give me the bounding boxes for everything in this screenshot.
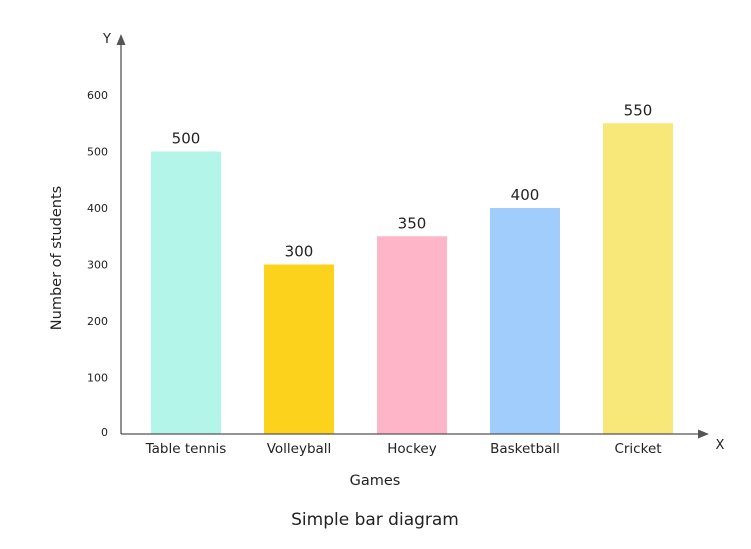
y-tick-label: 400 [87, 202, 108, 215]
category-label: Volleyball [267, 441, 332, 457]
bar-cricket [603, 123, 673, 434]
value-label: 550 [624, 101, 653, 119]
y-tick-label: 500 [87, 146, 108, 159]
category-label: Table tennis [145, 441, 227, 457]
y-axis-title: Number of students [49, 186, 65, 330]
y-tick-label: 300 [87, 259, 108, 272]
bars-group [151, 123, 673, 434]
x-axis-title: Games [350, 473, 401, 489]
bar-table-tennis [151, 151, 221, 434]
value-label: 350 [398, 214, 427, 232]
bar-volleyball [264, 264, 334, 434]
y-tick-label: 600 [87, 89, 108, 102]
bar-basketball [490, 208, 560, 434]
x-axis-arrow [698, 429, 709, 439]
y-axis-letter: Y [102, 32, 111, 47]
y-tick-label: 100 [87, 372, 108, 385]
value-label: 400 [511, 186, 540, 204]
bar-hockey [377, 236, 447, 434]
value-label: 300 [285, 243, 314, 261]
x-axis-letter: X [716, 438, 725, 453]
category-label: Basketball [490, 441, 560, 457]
y-tick-label: 0 [101, 426, 108, 439]
category-label: Cricket [614, 441, 661, 457]
value-labels-group: 500 300 350 400 550 [172, 101, 653, 260]
chart-caption: Simple bar diagram [291, 510, 459, 530]
value-label: 500 [172, 130, 201, 148]
y-tick-label: 200 [87, 315, 108, 328]
y-axis-arrow [116, 34, 126, 45]
category-labels-group: Table tennis Volleyball Hockey Basketball Cr… [145, 441, 662, 457]
category-label: Hockey [387, 441, 436, 457]
y-tick-labels-group: 0 100 200 300 400 500 600 [87, 89, 108, 439]
